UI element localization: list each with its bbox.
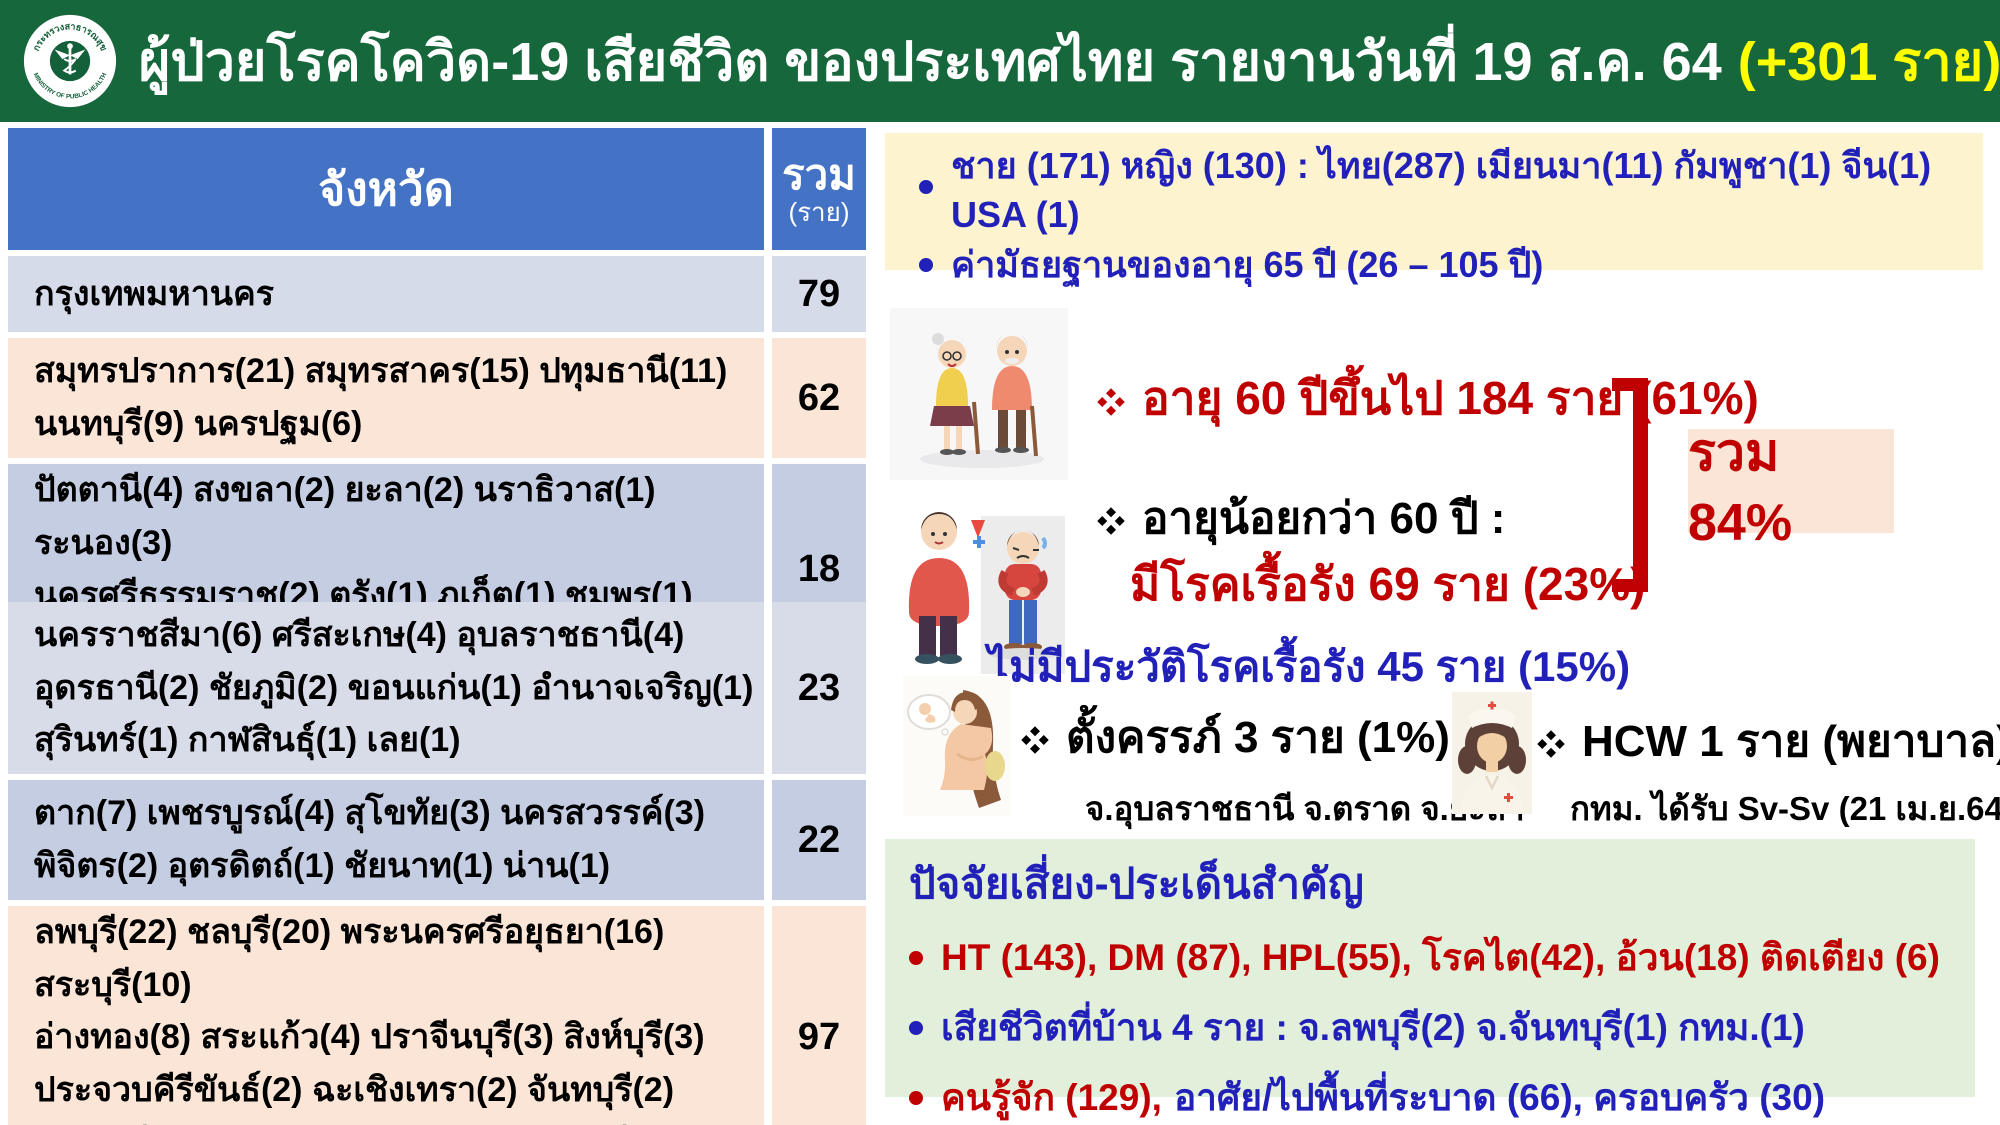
gender-nationality-line: ชาย (171) หญิง (130) : ไทย(287) เมียนมา(… bbox=[919, 137, 1983, 236]
table-row: ลพบุรี(22) ชลบุรี(20) พระนครศรีอยุธยา(16… bbox=[8, 906, 866, 1125]
moph-logo-icon: กระทรวงสาธารณสุข MINISTRY OF PUBLIC HEAL… bbox=[23, 14, 117, 108]
hcw-detail-line: กทม. ได้รับ Sv-Sv (21 เม.ย.64) bbox=[1570, 790, 2000, 827]
diamond-bullet-icon bbox=[1021, 726, 1049, 754]
caduceus-icon bbox=[49, 40, 91, 82]
header-bar: กระทรวงสาธารณสุข MINISTRY OF PUBLIC HEAL… bbox=[0, 0, 2000, 122]
bullet-icon bbox=[909, 950, 923, 965]
median-age-line: ค่ามัธยฐานของอายุ 65 ปี (26 – 105 ปี) bbox=[919, 236, 1983, 293]
no-chronic-line: ไม่มีประวัติโรคเรื้อรัง 45 ราย (15%) bbox=[988, 643, 1631, 690]
table-row: นครราชสีมา(6) ศรีสะเกษ(4) อุบลราชธานี(4)… bbox=[8, 602, 866, 774]
bullet-icon bbox=[919, 257, 933, 272]
diamond-bullet-icon bbox=[1097, 507, 1125, 535]
hcw-line: HCW 1 ราย (พยาบาล) bbox=[1536, 706, 2000, 776]
under60-illness-illustration bbox=[908, 512, 1065, 674]
risk-bullet-contact-sources: คนรู้จัก (129), อาศัย/ไปพื้นที่ระบาด (66… bbox=[909, 1068, 1965, 1125]
table-row: กรุงเทพมหานคร 79 bbox=[8, 256, 866, 332]
table-row: ตาก(7) เพชรบูรณ์(4) สุโขทัย(3) นครสวรรค์… bbox=[8, 780, 866, 900]
title-main: ผู้ป่วยโรคโควิด-19 เสียชีวิต ของประเทศไท… bbox=[138, 32, 1722, 92]
over60-line: อายุ 60 ปีขึ้นไป 184 ราย (61%) bbox=[1096, 362, 1759, 435]
bullet-icon bbox=[919, 179, 933, 194]
bullet-icon bbox=[909, 1090, 923, 1105]
col-header-total-label: รวม bbox=[782, 150, 856, 198]
risk-factor-title: ปัจจัยเสี่ยง-ประเด็นสำคัญ bbox=[909, 860, 1364, 907]
table-header-row: จังหวัด รวม (ราย) bbox=[8, 128, 866, 250]
risk-bullet-died-at-home: เสียชีวิตที่บ้าน 4 ราย : จ.ลพบุรี(2) จ.จ… bbox=[909, 998, 1965, 1057]
col-header-total: รวม (ราย) bbox=[772, 128, 866, 250]
pregnant-woman-illustration bbox=[903, 676, 1011, 816]
table-row: สมุทรปราการ(21) สมุทรสาคร(15) ปทุมธานี(1… bbox=[8, 338, 866, 458]
bullet-icon bbox=[909, 1020, 923, 1035]
gender-age-summary-box: ชาย (171) หญิง (130) : ไทย(287) เมียนมา(… bbox=[885, 133, 1983, 285]
page-title: ผู้ป่วยโรคโควิด-19 เสียชีวิต ของประเทศไท… bbox=[139, 0, 2000, 122]
diamond-bullet-icon bbox=[1097, 388, 1125, 416]
under60-chronic-line: มีโรคเรื้อรัง 69 ราย (23%) bbox=[1130, 558, 1646, 610]
col-header-province: จังหวัด bbox=[8, 128, 764, 250]
table-row: ปัตตานี(4) สงขลา(2) ยะลา(2) นราธิวาส(1) … bbox=[8, 464, 866, 675]
title-new-cases: (+301 ราย) bbox=[1737, 32, 2000, 92]
risk-factor-box: ปัจจัยเสี่ยง-ประเด็นสำคัญ HT (143), DM (… bbox=[885, 839, 1975, 1118]
province-table: จังหวัด รวม (ราย) กรุงเทพมหานคร 79 สมุทร… bbox=[8, 128, 866, 1125]
col-header-total-unit: (ราย) bbox=[788, 196, 850, 227]
pregnant-line: ตั้งครรภ์ 3 ราย (1%) bbox=[1020, 702, 1450, 772]
risk-bullet-comorbidities: HT (143), DM (87), HPL(55), โรคไต(42), อ… bbox=[909, 928, 1965, 987]
under60-label-line: อายุน้อยกว่า 60 ปี : bbox=[1096, 483, 1505, 553]
elderly-couple-illustration bbox=[890, 308, 1068, 480]
diamond-bullet-icon bbox=[1537, 730, 1565, 758]
nurse-illustration bbox=[1452, 692, 1532, 814]
pregnant-provinces-line: จ.อุบลราชธานี จ.ตราด จ.ยะลา bbox=[1085, 790, 1525, 827]
bracket-shape bbox=[1612, 378, 1648, 592]
total-percent-box: รวม 84% bbox=[1688, 424, 1894, 552]
